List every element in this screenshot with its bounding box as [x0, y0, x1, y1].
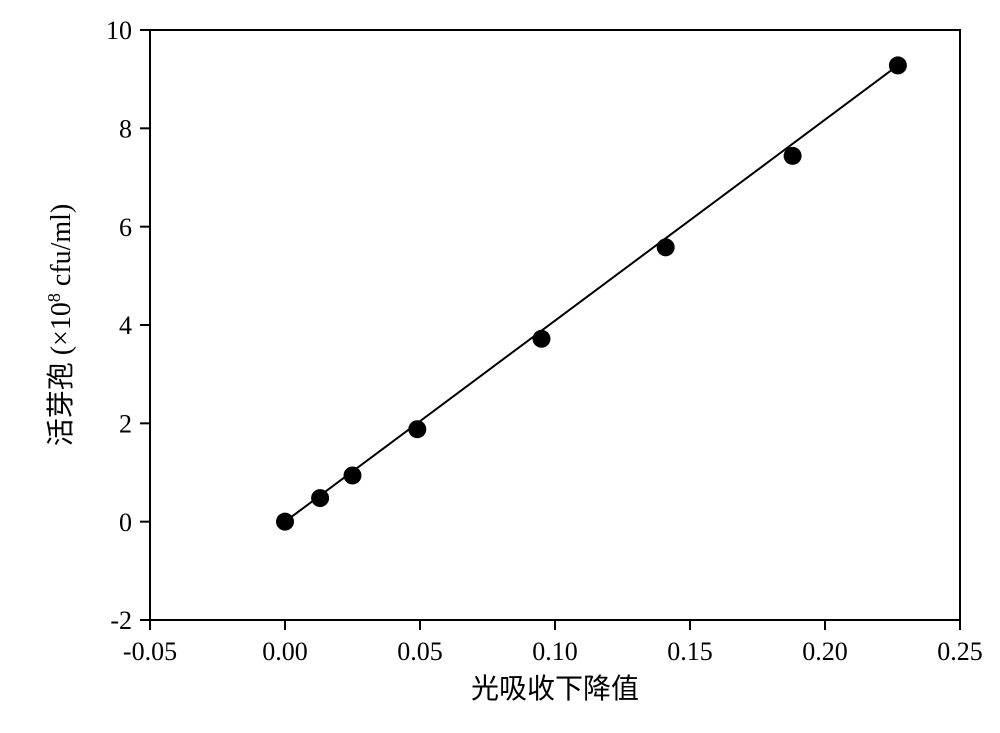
- y-tick-label: 8: [119, 114, 132, 143]
- x-tick-label: 0.25: [937, 637, 983, 666]
- y-tick-label: 6: [119, 213, 132, 242]
- x-axis-label: 光吸收下降值: [471, 673, 639, 705]
- y-axis-label: 活芽孢 (×108 cfu/ml): [44, 204, 77, 447]
- data-point: [344, 466, 362, 484]
- x-tick-label: 0.00: [262, 637, 308, 666]
- data-point: [889, 56, 907, 74]
- y-tick-label: 2: [119, 409, 132, 438]
- y-tick-label: 0: [119, 508, 132, 537]
- data-point: [408, 420, 426, 438]
- data-point: [657, 238, 675, 256]
- x-tick-label: 0.05: [397, 637, 443, 666]
- x-tick-label: 0.15: [667, 637, 713, 666]
- scatter-chart: -0.05 0.00 0.05 0.10 0.15 0.20 0.25 -2 0 2 4 6 8 10 光吸…: [0, 0, 1000, 733]
- data-point: [784, 147, 802, 165]
- x-tick-label: 0.20: [802, 637, 848, 666]
- y-tick-label: -2: [110, 606, 132, 635]
- y-tick-label: 4: [119, 311, 132, 340]
- plot-frame: [150, 30, 960, 620]
- y-tick-label: 10: [106, 16, 132, 45]
- x-tick-label: 0.10: [532, 637, 578, 666]
- data-point: [533, 330, 551, 348]
- chart-container: -0.05 0.00 0.05 0.10 0.15 0.20 0.25 -2 0 2 4 6 8 10 光吸…: [0, 0, 1000, 733]
- x-tick-label: -0.05: [123, 637, 177, 666]
- data-point: [311, 489, 329, 507]
- data-point: [276, 513, 294, 531]
- regression-line: [285, 65, 898, 521]
